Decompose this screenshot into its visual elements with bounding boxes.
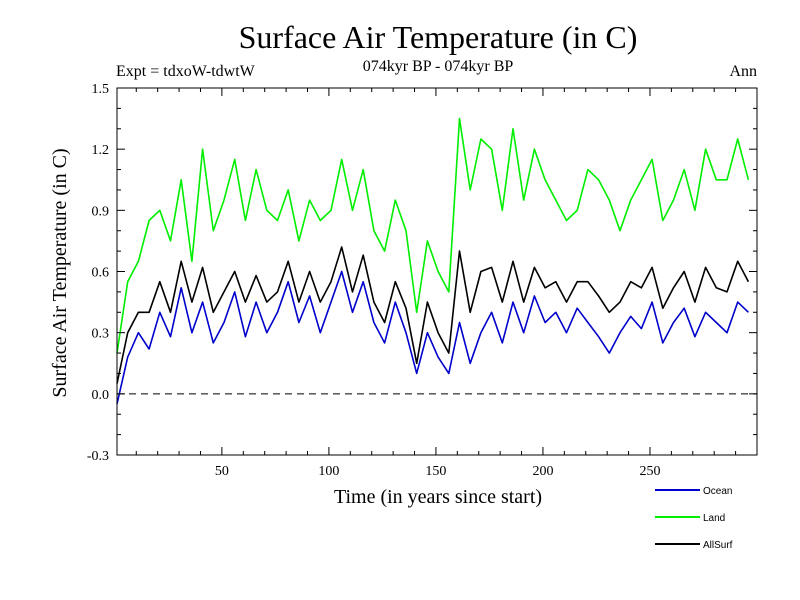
y-tick-label: 0.0	[92, 388, 110, 403]
y-tick-label: 1.5	[92, 82, 110, 97]
y-tick-label: 0.3	[92, 327, 110, 342]
x-axis-label: Time (in years since start)	[334, 486, 542, 508]
x-tick-label: 150	[425, 464, 446, 479]
legend-label-ocean: Ocean	[703, 486, 732, 497]
series-layer	[116, 117, 750, 405]
y-axis-label: Surface Air Temperature (in C)	[49, 148, 71, 397]
chart-subtitle: 074kyr BP - 074kyr BP	[363, 58, 514, 75]
legend: Ocean Land AllSurf	[655, 486, 733, 551]
plot-frame	[116, 87, 758, 456]
y-tick-label: 0.6	[92, 266, 110, 281]
y-tick-label: 1.2	[92, 143, 110, 158]
legend-label-allsurf: AllSurf	[703, 540, 733, 551]
experiment-label: Expt = tdxoW-tdwtW	[116, 63, 256, 80]
y-axis: -0.3 0.0 0.3 0.6 0.9 1.2 1.5	[87, 82, 757, 464]
x-axis: 50 100 150 200 250	[135, 88, 737, 479]
x-tick-label: 100	[318, 464, 339, 479]
y-tick-label: -0.3	[87, 449, 109, 464]
x-tick-label: 250	[639, 464, 660, 479]
legend-label-land: Land	[703, 513, 725, 524]
series-line-allsurf	[116, 246, 750, 384]
series-line-land	[116, 117, 750, 354]
x-tick-label: 50	[215, 464, 229, 479]
x-tick-label: 200	[532, 464, 553, 479]
season-label: Ann	[729, 63, 757, 80]
series-line-ocean	[116, 270, 749, 405]
chart-title: Surface Air Temperature (in C)	[239, 19, 638, 55]
y-tick-label: 0.9	[92, 204, 110, 219]
